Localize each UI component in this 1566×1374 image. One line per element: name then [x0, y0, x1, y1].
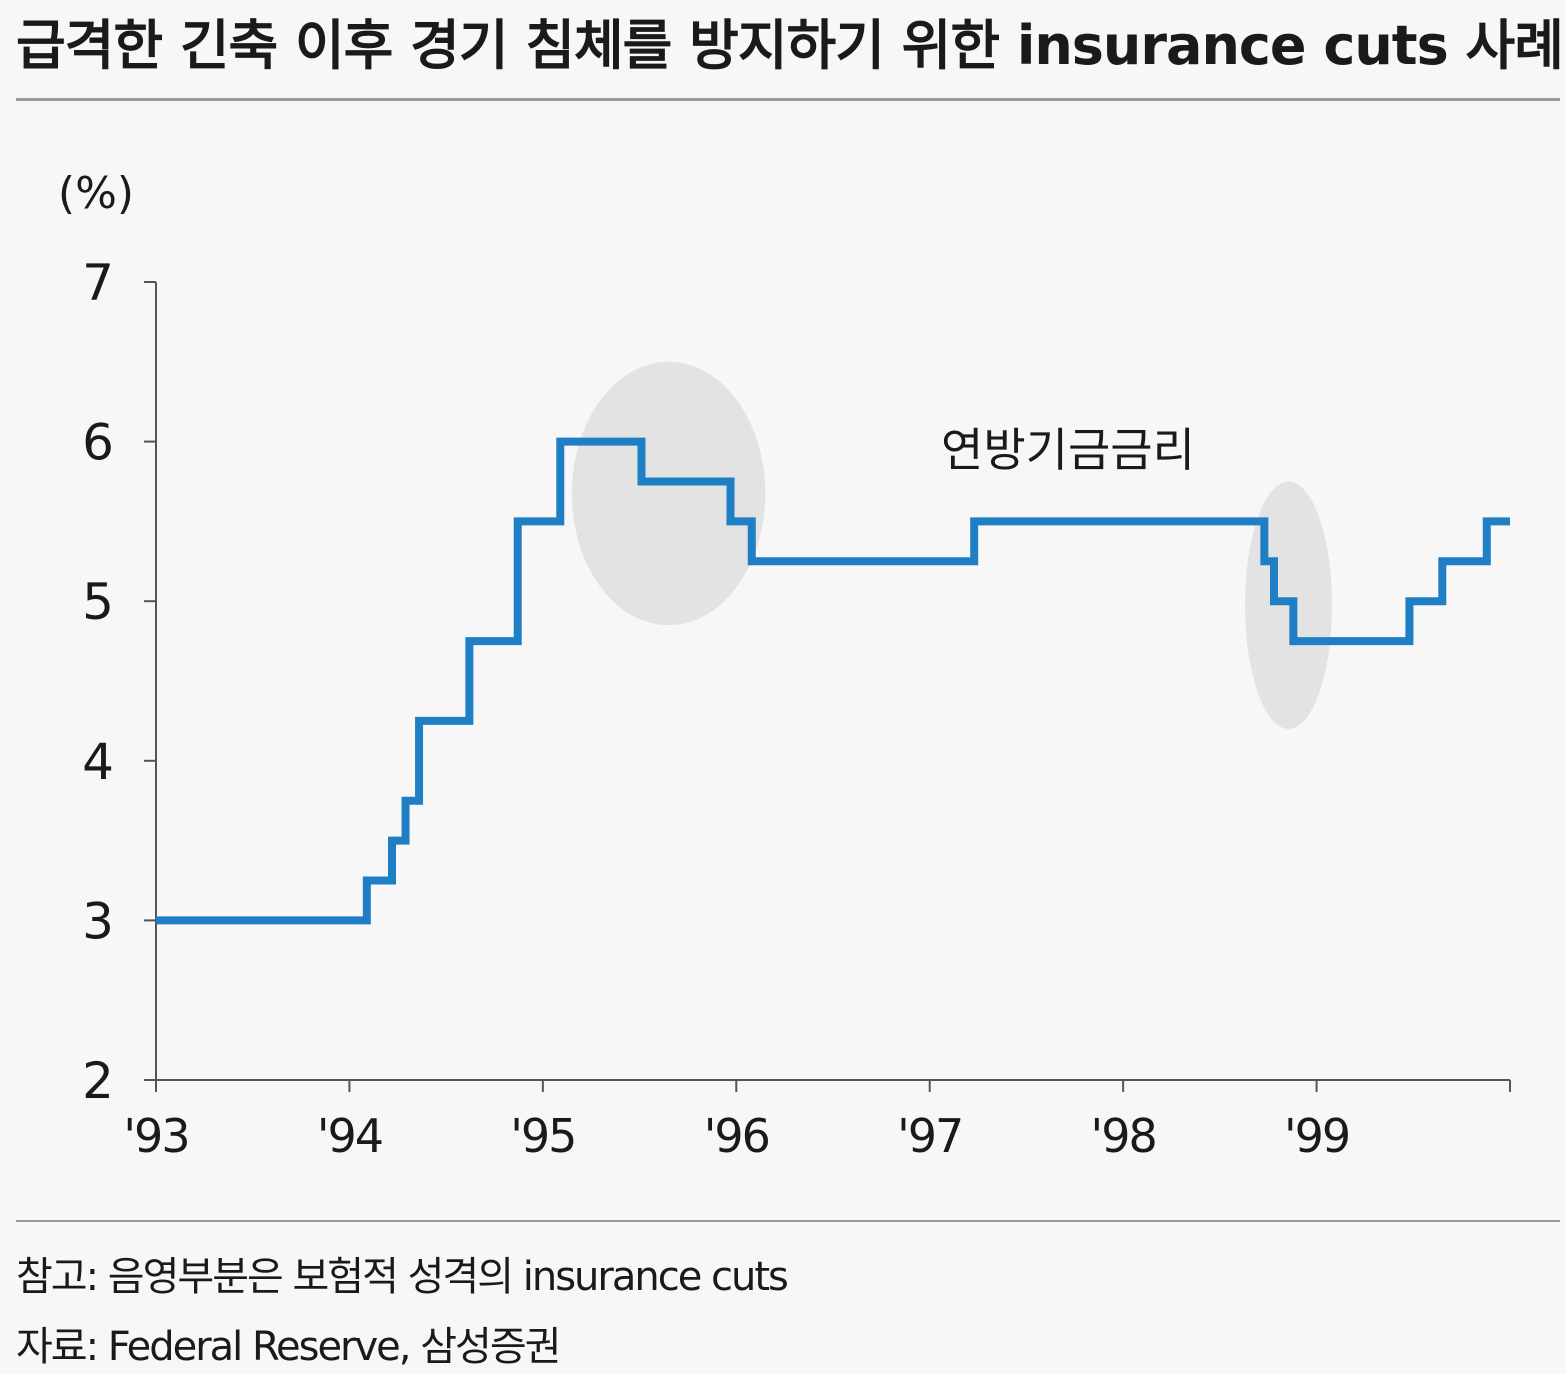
- x-tick-label-1998: '98: [1091, 1109, 1156, 1163]
- source-note: 자료: Federal Reserve, 삼성증권: [16, 1324, 561, 1370]
- shaded-region-1: [571, 361, 766, 626]
- top-divider: [16, 98, 1560, 101]
- y-unit-label: (%): [58, 168, 134, 219]
- y-tick-label-7: 7: [82, 254, 114, 312]
- series-layer: [156, 437, 1510, 925]
- y-tick-label-4: 4: [82, 733, 114, 791]
- y-tick-label-2: 2: [82, 1052, 114, 1110]
- reference-note: 참고: 음영부분은 보험적 성격의 insurance cuts: [16, 1254, 789, 1300]
- shaded-regions: [571, 361, 1333, 729]
- x-tick-label-1995: '95: [510, 1109, 575, 1163]
- series-label: 연방기금금리: [941, 423, 1195, 477]
- y-tick-label-3: 3: [82, 892, 114, 950]
- chart-title: 급격한 긴축 이후 경기 침체를 방지하기 위한 insurance cuts …: [16, 14, 1564, 77]
- y-tick-label-5: 5: [82, 573, 114, 631]
- x-tick-label-1997: '97: [897, 1109, 962, 1163]
- fed-funds-chart: 2 3 4 5 6 7 '93 '94 '95 '96 '97 '98 '99 (%) 연방기금금리: [58, 168, 1511, 1163]
- y-tick-label-6: 6: [82, 414, 114, 472]
- axes: 2 3 4 5 6 7 '93 '94 '95 '96 '97 '98 '99: [82, 254, 1511, 1163]
- x-tick-label-1999: '99: [1284, 1109, 1349, 1163]
- x-tick-label-1996: '96: [704, 1109, 769, 1163]
- x-tick-label-1993: '93: [123, 1109, 188, 1163]
- x-tick-label-1994: '94: [317, 1109, 382, 1163]
- bottom-divider: [16, 1220, 1560, 1222]
- series-line-1: [156, 437, 1510, 925]
